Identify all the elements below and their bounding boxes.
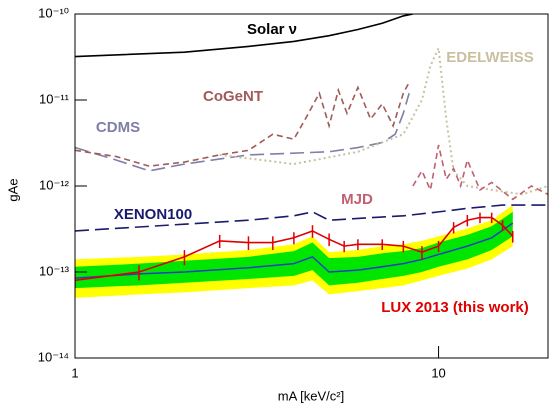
y-tick-label: 10⁻¹⁴ [38,349,69,364]
series-label: LUX 2013 (this work) [381,299,529,316]
series-label: CoGeNT [203,88,263,105]
series-line [219,44,548,196]
band [75,211,513,289]
series-label: EDELWEISS [446,49,534,66]
series-label: CDMS [96,119,140,136]
series-line [75,14,414,58]
y-tick-label: 10⁻¹¹ [39,91,70,106]
series-label: XENON100 [114,206,192,223]
y-tick-label: 10⁻¹³ [39,263,70,278]
plot-area [75,14,548,298]
series-line [412,144,548,201]
y-tick-label: 10⁻¹² [39,177,70,192]
x-tick-label: 1 [71,365,78,380]
x-axis-label: mA [keV/c²] [278,388,344,403]
x-tick-label: 10 [431,365,445,380]
y-tick-label: 10⁻¹⁰ [38,5,69,20]
series-line [75,82,410,167]
series-label: Solar ν [247,21,297,38]
series-line [75,204,548,232]
median-line [75,222,514,279]
series-label: MJD [341,191,373,208]
y-axis-label: gAe [5,178,20,201]
series-line [75,92,410,172]
